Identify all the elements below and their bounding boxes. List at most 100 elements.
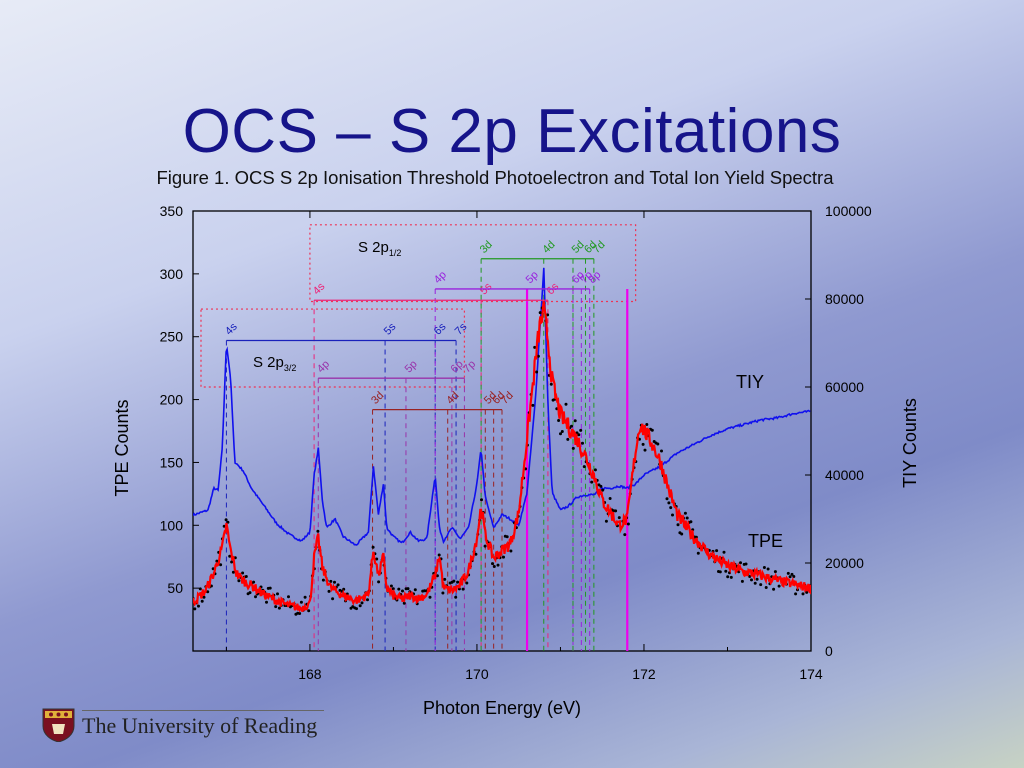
- y2-tick-label: 0: [825, 643, 833, 659]
- tpe-point: [617, 516, 621, 520]
- footer-rule: [82, 710, 324, 711]
- tpe-point: [402, 601, 406, 605]
- plot-area: [192, 210, 812, 652]
- tpe-point: [287, 595, 290, 599]
- tpe-point: [566, 437, 570, 441]
- tpe-point: [614, 509, 618, 513]
- peak-label: 4p: [315, 358, 332, 375]
- tpe-point: [307, 609, 311, 613]
- tpe-point: [669, 506, 673, 510]
- tpe-point: [252, 580, 256, 584]
- x-tick-label: 172: [632, 666, 656, 682]
- tpe-point: [777, 584, 781, 588]
- tpe-point: [443, 577, 447, 581]
- slide-title: OCS – S 2p Excitations: [182, 97, 842, 166]
- group-label-subscript: 1/2: [389, 248, 402, 258]
- axes: 168 170 172 174 50 100 150 200 250 300 350 0 20000 40…: [160, 203, 872, 682]
- tpe-point: [327, 589, 331, 593]
- tpe-point: [452, 579, 456, 583]
- tpe-point: [766, 567, 770, 571]
- group-label-s2p12: S 2p1/2: [358, 239, 401, 258]
- peak-label: 3d: [369, 390, 386, 407]
- tpe-point: [377, 580, 381, 584]
- group-label-prefix: S 2p: [253, 354, 284, 371]
- tpe-point: [299, 600, 303, 604]
- tpe-point: [571, 446, 575, 450]
- tpe-point: [689, 520, 693, 524]
- tpe-point: [483, 544, 487, 548]
- tpe-point: [739, 561, 742, 565]
- tpe-point: [333, 580, 336, 584]
- tpe-point: [650, 428, 654, 432]
- tpe-point: [509, 549, 513, 553]
- tpe-point: [772, 587, 776, 591]
- tpe-point: [342, 587, 346, 591]
- tpe-point: [193, 607, 197, 611]
- tpe-point: [215, 559, 219, 563]
- tpe-point: [316, 529, 320, 533]
- group-label-subscript: 3/2: [284, 363, 297, 373]
- tpe-point: [626, 522, 630, 526]
- tpe-point: [276, 592, 279, 596]
- x-tick-label: 170: [465, 666, 489, 682]
- x-axis-label: Photon Energy (eV): [423, 698, 581, 718]
- tpe-point: [461, 587, 465, 591]
- tpe-point: [441, 591, 445, 595]
- tpe-point: [200, 599, 204, 603]
- tpe-point: [331, 597, 335, 601]
- footer-institution: The University of Reading: [82, 713, 318, 738]
- tpe-point: [496, 563, 500, 567]
- tpe-point: [244, 575, 248, 578]
- tpe-point: [491, 562, 494, 566]
- tpe-point: [303, 595, 307, 599]
- peak-label: 5p: [524, 269, 541, 286]
- tpe-point: [759, 583, 763, 587]
- y-axis-label-right: TIY Counts: [900, 398, 920, 488]
- tpe-point: [474, 552, 478, 556]
- tpe-point: [729, 575, 733, 579]
- tpe-point: [773, 570, 777, 574]
- y2-tick-label: 100000: [825, 203, 872, 219]
- tpe-point: [265, 600, 268, 604]
- tpe-point: [371, 545, 375, 549]
- tpe-point: [559, 432, 562, 436]
- tpe-point: [535, 370, 539, 374]
- peak-label: 4s: [311, 280, 328, 297]
- tpe-point: [480, 498, 483, 502]
- tpe-point: [505, 535, 509, 539]
- tpe-point: [564, 402, 568, 406]
- tpe-point: [788, 575, 792, 579]
- tpe-point: [608, 497, 612, 500]
- tpe-point: [805, 590, 809, 594]
- y-tick-label: 200: [160, 392, 184, 408]
- tpe-point: [329, 579, 333, 583]
- tpe-point: [355, 607, 358, 611]
- tpe-point: [573, 419, 577, 423]
- group-box-s2p32: [200, 308, 466, 388]
- tpe-point: [557, 419, 561, 422]
- tpe-point: [753, 581, 757, 585]
- tpe-point: [198, 587, 202, 591]
- tpe-point: [224, 518, 228, 522]
- tpe-point: [401, 589, 404, 593]
- group-boxes: [200, 224, 637, 388]
- tpe-point: [623, 533, 627, 537]
- tpe-point: [683, 511, 687, 515]
- tpe-point: [321, 578, 325, 582]
- university-crest-icon: [42, 708, 75, 743]
- tpe-point: [536, 354, 540, 358]
- y2-tick-label: 60000: [825, 379, 864, 395]
- tpe-point: [502, 555, 505, 559]
- x-tick-label: 174: [799, 666, 823, 682]
- peak-label: 4d: [540, 239, 557, 256]
- tpe-point: [604, 519, 608, 523]
- group-label-s2p32: S 2p3/2: [253, 354, 296, 373]
- tpe-point: [660, 449, 663, 453]
- tpe-point: [680, 532, 684, 536]
- tpe-point: [248, 591, 252, 595]
- tpe-point: [641, 442, 645, 446]
- tpe-point: [740, 579, 744, 583]
- tpe-point: [671, 513, 674, 517]
- tpe-point: [577, 433, 581, 437]
- tpe-point: [360, 601, 364, 605]
